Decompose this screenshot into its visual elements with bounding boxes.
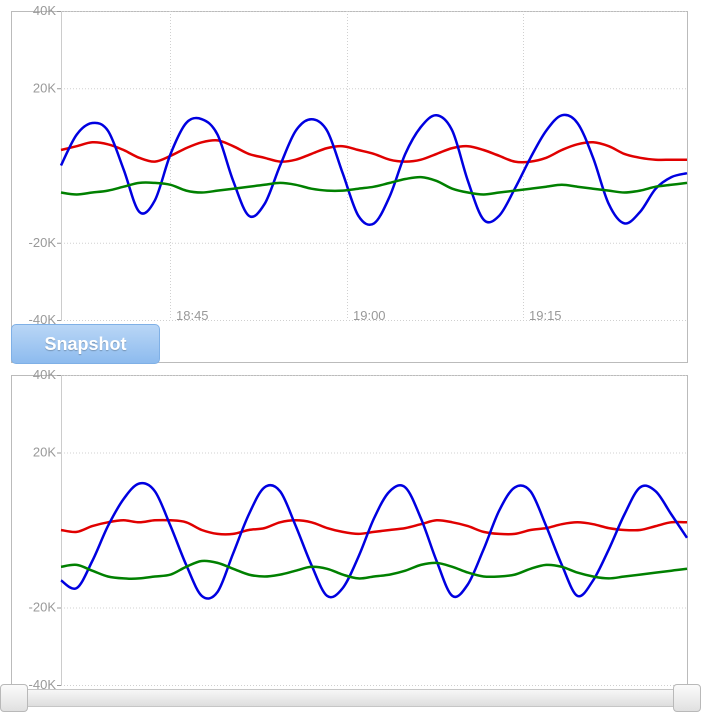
- series-line-2: [60, 175, 688, 196]
- scrollbar-right-handle[interactable]: [673, 684, 701, 712]
- range-scrollbar[interactable]: [0, 682, 702, 712]
- bottom-chart: 40K 20K -20K -40K: [11, 367, 689, 696]
- y-tick-label: 40K: [33, 367, 56, 382]
- series-line-0: [60, 139, 687, 164]
- y-tick-label: -40K: [29, 677, 57, 692]
- bottom-chart-panel: 40K 20K -20K -40K: [0, 366, 702, 696]
- series-line-1: [59, 113, 688, 227]
- y-tick-label: -20K: [29, 235, 57, 250]
- x-tick-label: 19:00: [353, 308, 386, 323]
- top-chart-panel: 40K 20K -20K -40K 18:45 19:00 19:15: [11, 3, 688, 363]
- y-tick-label: -20K: [29, 600, 57, 615]
- chart-frame: [11, 375, 688, 696]
- series-line-1: [60, 481, 689, 600]
- scrollbar-track[interactable]: [14, 689, 688, 707]
- top-chart: 40K 20K -20K -40K 18:45 19:00 19:15: [11, 3, 688, 363]
- y-tick-label: 20K: [33, 445, 56, 460]
- y-tick-label: -40K: [29, 312, 57, 327]
- series-line-0: [60, 518, 688, 536]
- x-tick-label: 18:45: [176, 308, 209, 323]
- snapshot-button[interactable]: Snapshot: [11, 324, 160, 364]
- series-line-2: [60, 559, 688, 580]
- x-tick-label: 19:15: [529, 308, 562, 323]
- y-tick-label: 40K: [33, 3, 56, 18]
- y-tick-label: 20K: [33, 80, 56, 95]
- scrollbar-left-handle[interactable]: [0, 684, 28, 712]
